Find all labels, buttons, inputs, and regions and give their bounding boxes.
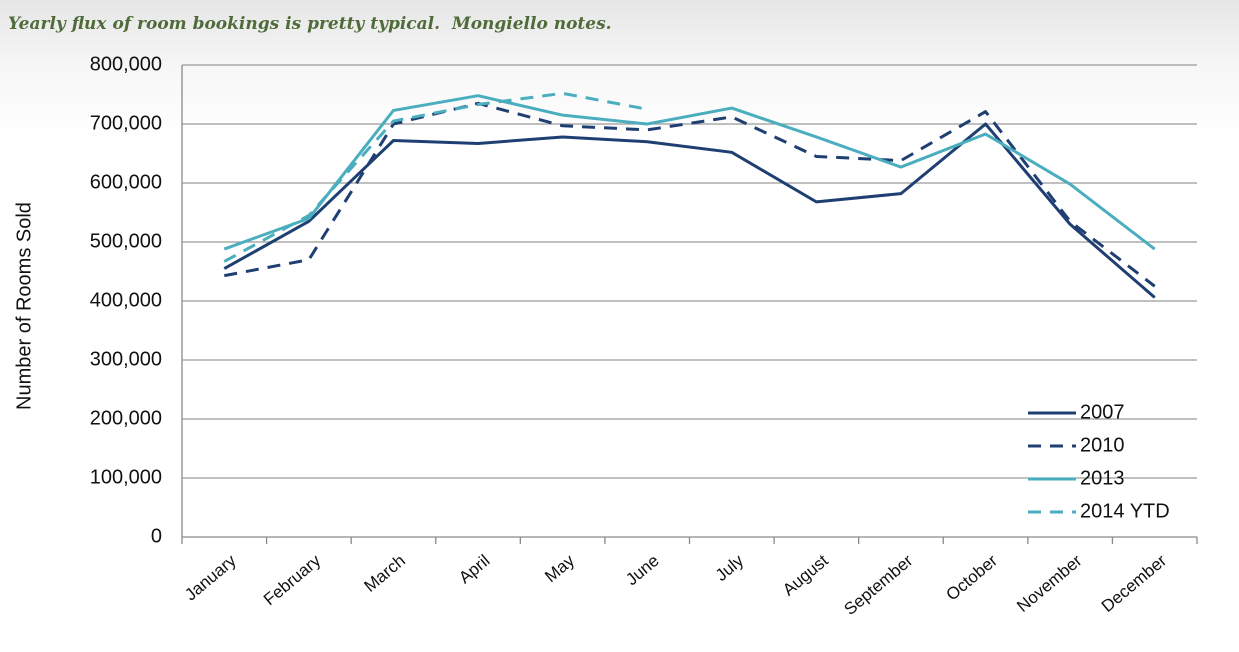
x-tick-label: September [840, 551, 916, 619]
x-tick-label: May [541, 551, 578, 587]
chart-caption: Yearly flux of room bookings is pretty t… [8, 14, 612, 34]
x-tick-label: April [455, 551, 493, 587]
legend-label: 2014 YTD [1080, 500, 1170, 522]
gridlines [182, 64, 1197, 479]
y-tick-label: 0 [151, 525, 162, 547]
legend[interactable]: 2007 2010 2013 2014 YTD [1028, 401, 1170, 522]
y-tick-label: 700,000 [90, 112, 162, 134]
y-tick-label: 200,000 [90, 407, 162, 429]
x-tick-label: July [712, 551, 748, 585]
x-tick-label: June [622, 551, 662, 589]
y-tick-label: 800,000 [90, 53, 162, 75]
axes [181, 65, 1198, 544]
legend-label: 2007 [1080, 401, 1125, 423]
y-tick-label: 400,000 [90, 289, 162, 311]
x-tick-label: January [181, 551, 240, 605]
x-tick-label: October [942, 551, 1001, 605]
y-tick-label: 500,000 [90, 230, 162, 252]
y-axis-label: Number of Rooms Sold [13, 202, 35, 410]
legend-label: 2010 [1080, 434, 1125, 456]
x-tick-label: December [1098, 551, 1171, 616]
series-line-2014-ytd [223, 91, 648, 263]
x-tick-label: August [779, 551, 832, 600]
legend-label: 2013 [1080, 467, 1125, 489]
y-tick-label: 300,000 [90, 348, 162, 370]
series-line-2013 [223, 94, 1156, 251]
y-tick-label: 600,000 [90, 171, 162, 193]
series-lines [223, 91, 1156, 299]
y-tick-labels: 0 100,000 200,000 300,000 400,000 500,000 600,… [90, 53, 162, 547]
x-tick-label: November [1013, 551, 1086, 616]
x-tick-label: February [260, 551, 325, 610]
y-tick-label: 100,000 [90, 466, 162, 488]
series-line-2010 [224, 101, 1156, 288]
x-tick-labels: January February March April May June July Augu… [181, 551, 1170, 619]
x-tick-label: March [361, 551, 409, 596]
